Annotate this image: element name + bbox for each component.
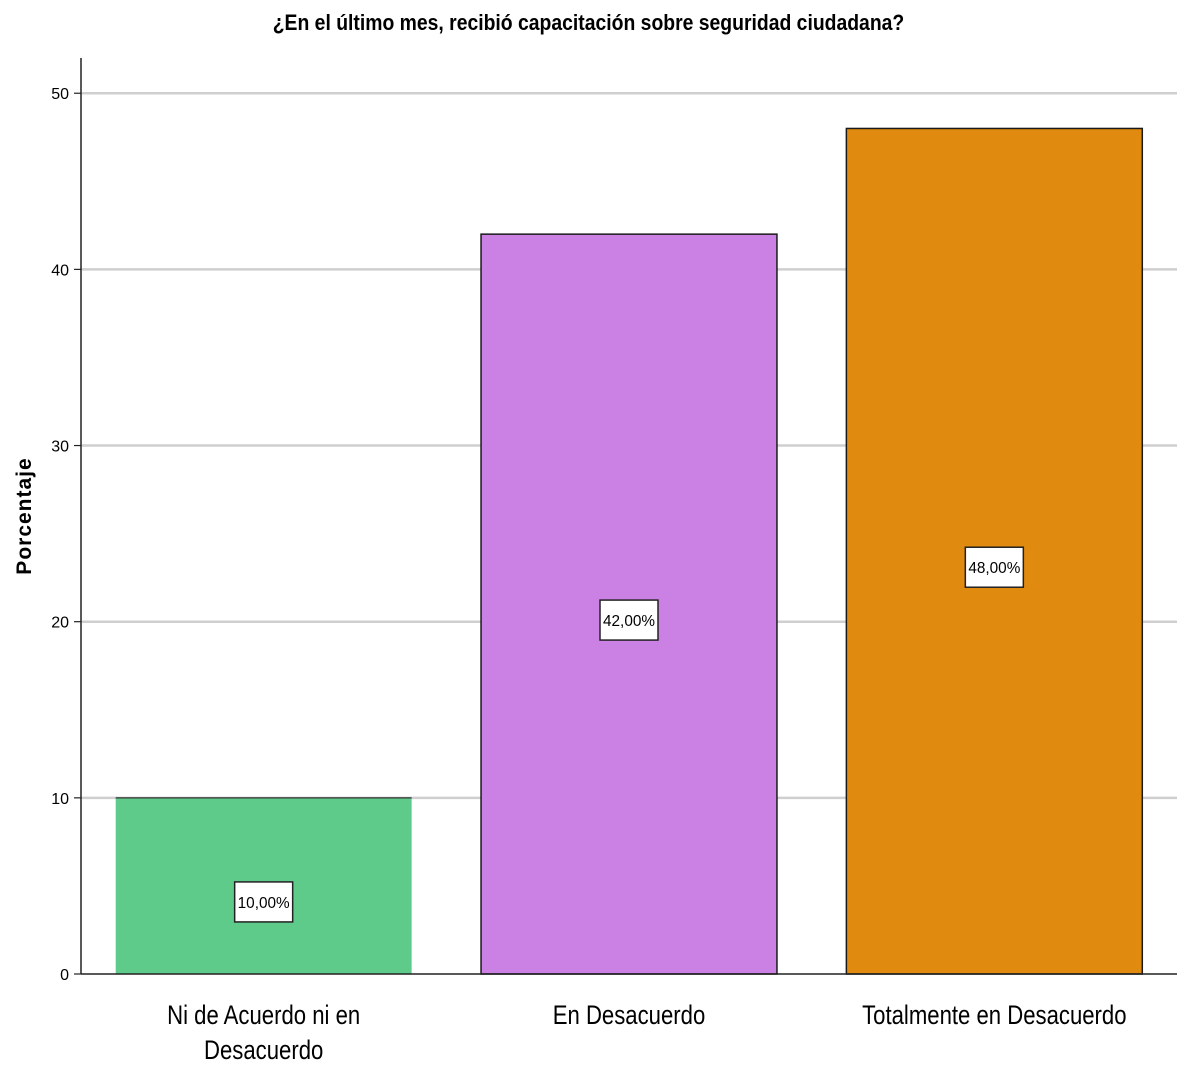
- data-labels: 10,00% 42,00% 48,00%: [233, 546, 1025, 923]
- y-tick-label: 0: [60, 967, 69, 984]
- x-tick-label: Ni de Acuerdo ni en: [167, 1001, 360, 1031]
- data-label-box: [599, 599, 659, 641]
- data-label: 42,00%: [603, 613, 655, 630]
- y-tick-label: 30: [51, 439, 69, 456]
- y-tick-label: 20: [51, 615, 69, 632]
- y-axis-label: Porcentaje: [13, 457, 36, 574]
- x-tick-label: En Desacuerdo: [553, 1001, 706, 1031]
- x-ticks: Ni de Acuerdo ni en Desacuerdo En Desacuer…: [167, 1001, 1126, 1066]
- data-label: 10,00%: [238, 895, 290, 912]
- y-tick-label: 50: [51, 86, 69, 103]
- x-tick-label: Totalmente en Desacuerdo: [862, 1001, 1126, 1031]
- data-label-box: [233, 881, 294, 923]
- y-ticks: 0 10 20 30 40 50: [51, 86, 81, 984]
- data-label: 48,00%: [968, 560, 1020, 577]
- chart-title: ¿En el último mes, recibió capacitación …: [272, 10, 905, 35]
- axes: [80, 58, 1177, 975]
- data-label-box: [964, 546, 1025, 588]
- x-tick-label: Desacuerdo: [204, 1036, 323, 1066]
- y-tick-label: 40: [51, 262, 69, 279]
- y-tick-label: 10: [51, 791, 69, 808]
